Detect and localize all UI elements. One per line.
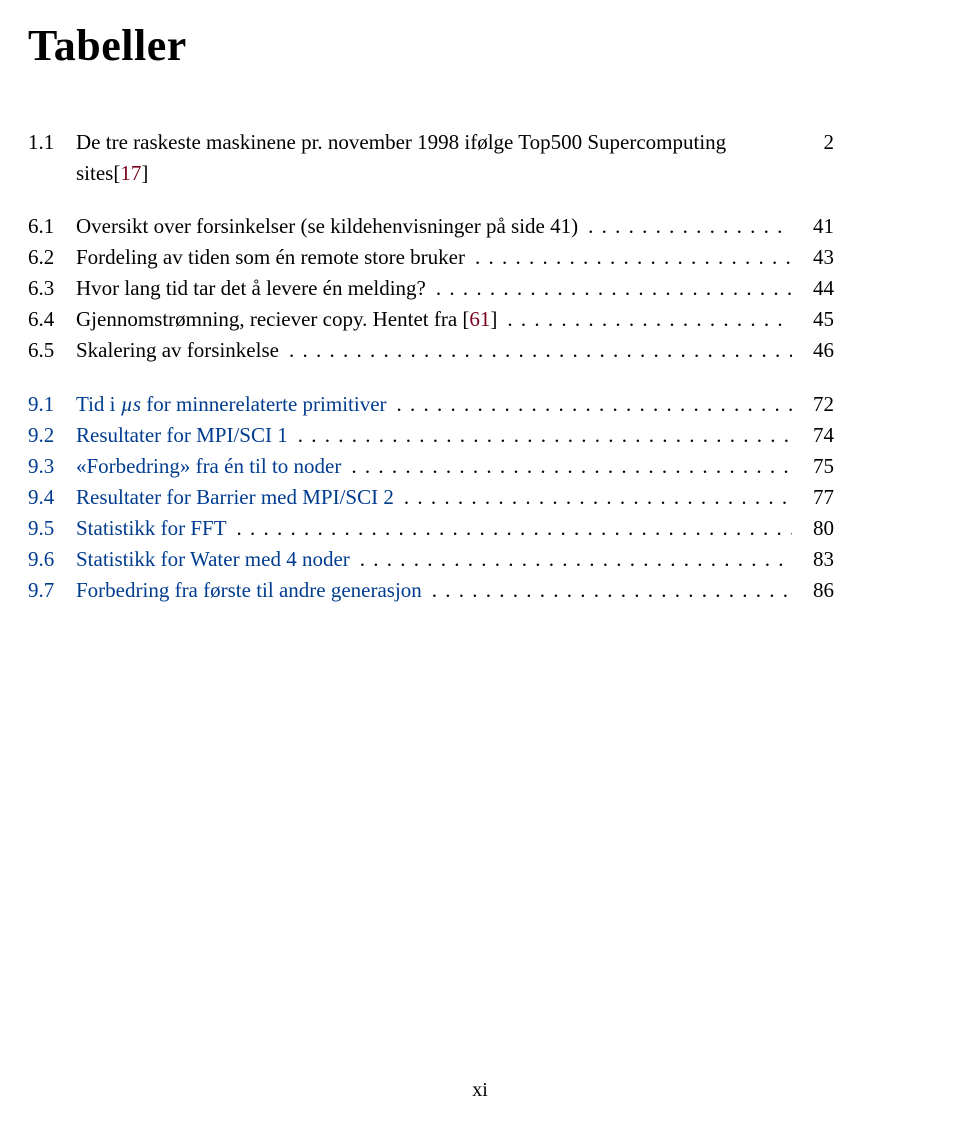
toc-entry: 9.7 Forbedring fra første til andre gene…	[28, 575, 834, 606]
toc-entry: 6.1 Oversikt over forsinkelser (se kilde…	[28, 211, 834, 242]
table-of-tables: 1.1 De tre raskeste maskinene pr. novemb…	[28, 127, 834, 606]
entry-title[interactable]: Resultater for Barrier med MPI/SCI 2	[76, 482, 394, 513]
toc-entry: 9.4 Resultater for Barrier med MPI/SCI 2…	[28, 482, 834, 513]
citation-ref[interactable]: 17	[120, 161, 141, 185]
toc-group: 6.1 Oversikt over forsinkelser (se kilde…	[28, 211, 834, 366]
entry-page: 41	[796, 211, 834, 242]
entry-page: 80	[796, 513, 834, 544]
entry-number[interactable]: 9.5	[28, 513, 76, 544]
toc-entry: 6.4 Gjennomstrømning, reciever copy. Hen…	[28, 304, 834, 335]
entry-number: 1.1	[28, 127, 76, 158]
entry-title: Skalering av forsinkelse	[76, 335, 279, 366]
toc-entry: 9.1 Tid i µs for minnerelaterte primitiv…	[28, 389, 834, 420]
entry-title: Fordeling av tiden som én remote store b…	[76, 242, 465, 273]
entry-page: 43	[796, 242, 834, 273]
entry-page: 77	[796, 482, 834, 513]
dot-leaders	[360, 544, 792, 575]
toc-entry: 9.3 «Forbedring» fra én til to noder 75	[28, 451, 834, 482]
entry-page: 72	[796, 389, 834, 420]
entry-page: 45	[796, 304, 834, 335]
toc-entry: 6.2 Fordeling av tiden som én remote sto…	[28, 242, 834, 273]
entry-number[interactable]: 9.3	[28, 451, 76, 482]
citation-ref[interactable]: 61	[469, 307, 490, 331]
page-number: xi	[0, 1079, 960, 1102]
entry-number[interactable]: 9.1	[28, 389, 76, 420]
toc-entry: 9.6 Statistikk for Water med 4 noder 83	[28, 544, 834, 575]
dot-leaders	[351, 451, 792, 482]
entry-number[interactable]: 9.2	[28, 420, 76, 451]
entry-title[interactable]: Resultater for MPI/SCI 1	[76, 420, 288, 451]
dot-leaders	[475, 242, 792, 273]
entry-number: 6.4	[28, 304, 76, 335]
toc-entry: 6.5 Skalering av forsinkelse 46	[28, 335, 834, 366]
entry-page: 83	[796, 544, 834, 575]
entry-number[interactable]: 9.6	[28, 544, 76, 575]
entry-title[interactable]: «Forbedring» fra én til to noder	[76, 451, 341, 482]
entry-page: 46	[796, 335, 834, 366]
entry-title: Oversikt over forsinkelser (se kildehenv…	[76, 211, 578, 242]
dot-leaders	[404, 482, 792, 513]
entry-title[interactable]: Tid i µs for minnerelaterte primitiver	[76, 389, 387, 420]
dot-leaders	[436, 273, 792, 304]
toc-entry: 9.2 Resultater for MPI/SCI 1 74	[28, 420, 834, 451]
dot-leaders	[237, 513, 792, 544]
dot-leaders	[289, 335, 792, 366]
dot-leaders	[507, 304, 792, 335]
toc-entry: 9.5 Statistikk for FFT 80	[28, 513, 834, 544]
dot-leaders	[397, 389, 792, 420]
toc-group: 1.1 De tre raskeste maskinene pr. novemb…	[28, 127, 834, 189]
toc-entry: 6.3 Hvor lang tid tar det å levere én me…	[28, 273, 834, 304]
dot-leaders	[432, 575, 792, 606]
entry-title[interactable]: Statistikk for FFT	[76, 513, 227, 544]
entry-number: 6.3	[28, 273, 76, 304]
toc-entry: 1.1 De tre raskeste maskinene pr. novemb…	[28, 127, 834, 189]
entry-title: De tre raskeste maskinene pr. november 1…	[76, 127, 796, 189]
entry-page: 86	[796, 575, 834, 606]
entry-page: 74	[796, 420, 834, 451]
entry-title[interactable]: Forbedring fra første til andre generasj…	[76, 575, 422, 606]
entry-number: 6.2	[28, 242, 76, 273]
dot-leaders	[588, 211, 792, 242]
entry-page: 44	[796, 273, 834, 304]
entry-number[interactable]: 9.7	[28, 575, 76, 606]
entry-number: 6.1	[28, 211, 76, 242]
entry-title: Hvor lang tid tar det å levere én meldin…	[76, 273, 426, 304]
toc-group: 9.1 Tid i µs for minnerelaterte primitiv…	[28, 389, 834, 607]
entry-number[interactable]: 9.4	[28, 482, 76, 513]
entry-number: 6.5	[28, 335, 76, 366]
heading-tabeller: Tabeller	[28, 20, 834, 71]
dot-leaders	[298, 420, 792, 451]
entry-page: 2	[796, 127, 834, 158]
entry-title: Gjennomstrømning, reciever copy. Hentet …	[76, 304, 497, 335]
entry-title[interactable]: Statistikk for Water med 4 noder	[76, 544, 350, 575]
page: Tabeller 1.1 De tre raskeste maskinene p…	[0, 0, 960, 1130]
entry-page: 75	[796, 451, 834, 482]
